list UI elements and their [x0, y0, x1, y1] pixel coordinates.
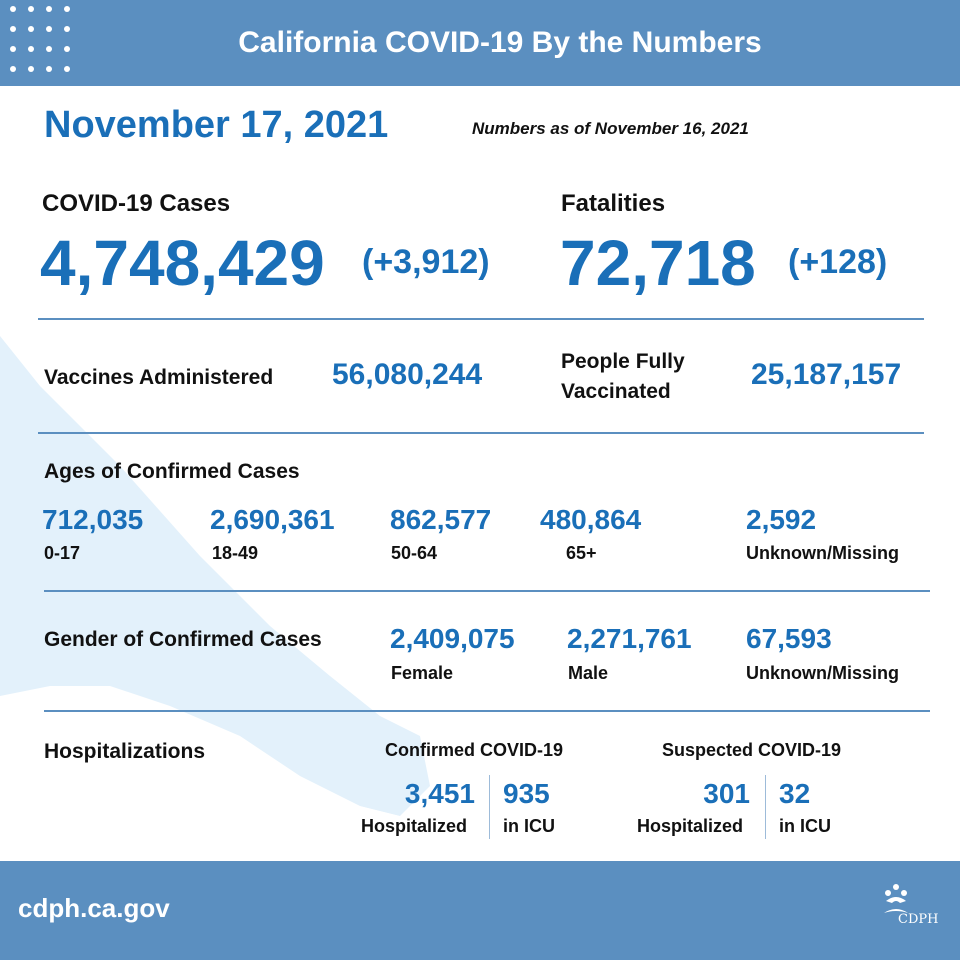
vaccines-label: Vaccines Administered [44, 366, 274, 389]
age-value-65-plus: 480,864 [540, 504, 642, 535]
age-label-50-64: 50-64 [391, 543, 438, 563]
divider [38, 432, 924, 434]
age-label-0-17: 0-17 [44, 543, 81, 563]
suspected-hospitalized-label: Hospitalized [637, 816, 744, 836]
suspected-icu-value: 32 [779, 778, 811, 809]
column-separator [765, 775, 766, 839]
california-map-background [0, 336, 430, 816]
age-label-65-plus: 65+ [566, 543, 597, 563]
fatalities-label: Fatalities [561, 190, 666, 217]
website-link[interactable]: cdph.ca.gov [18, 893, 170, 923]
confirmed-icu-label: in ICU [503, 816, 555, 836]
divider [44, 710, 930, 712]
as-of-note: Numbers as of November 16, 2021 [472, 119, 749, 138]
report-date: November 17, 2021 [44, 104, 389, 146]
fatalities-delta: (+128) [788, 243, 888, 281]
ages-title: Ages of Confirmed Cases [44, 460, 300, 483]
suspected-icu-label: in ICU [779, 816, 831, 836]
column-separator [489, 775, 490, 839]
suspected-covid-title: Suspected COVID-19 [662, 740, 842, 760]
age-value-50-64: 862,577 [390, 504, 492, 535]
gender-value-unknown: 67,593 [746, 623, 832, 654]
gender-label-unknown: Unknown/Missing [746, 663, 899, 683]
cdph-logo-text: CDPH [898, 912, 938, 927]
header-banner: California COVID-19 By the Numbers [0, 0, 960, 86]
page-title: California COVID-19 By the Numbers [238, 26, 762, 59]
gender-title: Gender of Confirmed Cases [44, 628, 322, 651]
cases-label: COVID-19 Cases [42, 190, 231, 217]
age-label-unknown: Unknown/Missing [746, 543, 899, 563]
hospitalizations-title: Hospitalizations [44, 740, 206, 763]
age-value-0-17: 712,035 [42, 504, 144, 535]
fully-vaccinated-value: 25,187,157 [751, 358, 902, 391]
cases-delta: (+3,912) [362, 243, 490, 281]
footer-banner: cdph.ca.gov CDPH [0, 861, 960, 960]
gender-label-male: Male [568, 663, 609, 683]
divider [44, 590, 930, 592]
fully-vaccinated-label-line2: Vaccinated [561, 380, 671, 403]
fatalities-value: 72,718 [560, 227, 756, 299]
age-value-18-49: 2,690,361 [210, 504, 335, 535]
divider [38, 318, 924, 320]
gender-label-female: Female [391, 663, 454, 683]
gender-value-male: 2,271,761 [567, 623, 692, 654]
confirmed-icu-value: 935 [503, 778, 550, 809]
suspected-hospitalized-value: 301 [703, 778, 750, 809]
fully-vaccinated-label-line1: People Fully [561, 350, 685, 373]
confirmed-hospitalized-value: 3,451 [404, 778, 475, 809]
age-value-unknown: 2,592 [746, 504, 817, 535]
dot-grid-decoration [10, 6, 74, 74]
age-label-18-49: 18-49 [212, 543, 259, 563]
gender-value-female: 2,409,075 [390, 623, 515, 654]
confirmed-covid-title: Confirmed COVID-19 [385, 740, 564, 760]
confirmed-hospitalized-label: Hospitalized [361, 816, 468, 836]
vaccines-value: 56,080,244 [332, 358, 483, 391]
cases-value: 4,748,429 [40, 227, 325, 299]
cdph-logo-icon: CDPH [884, 884, 938, 927]
